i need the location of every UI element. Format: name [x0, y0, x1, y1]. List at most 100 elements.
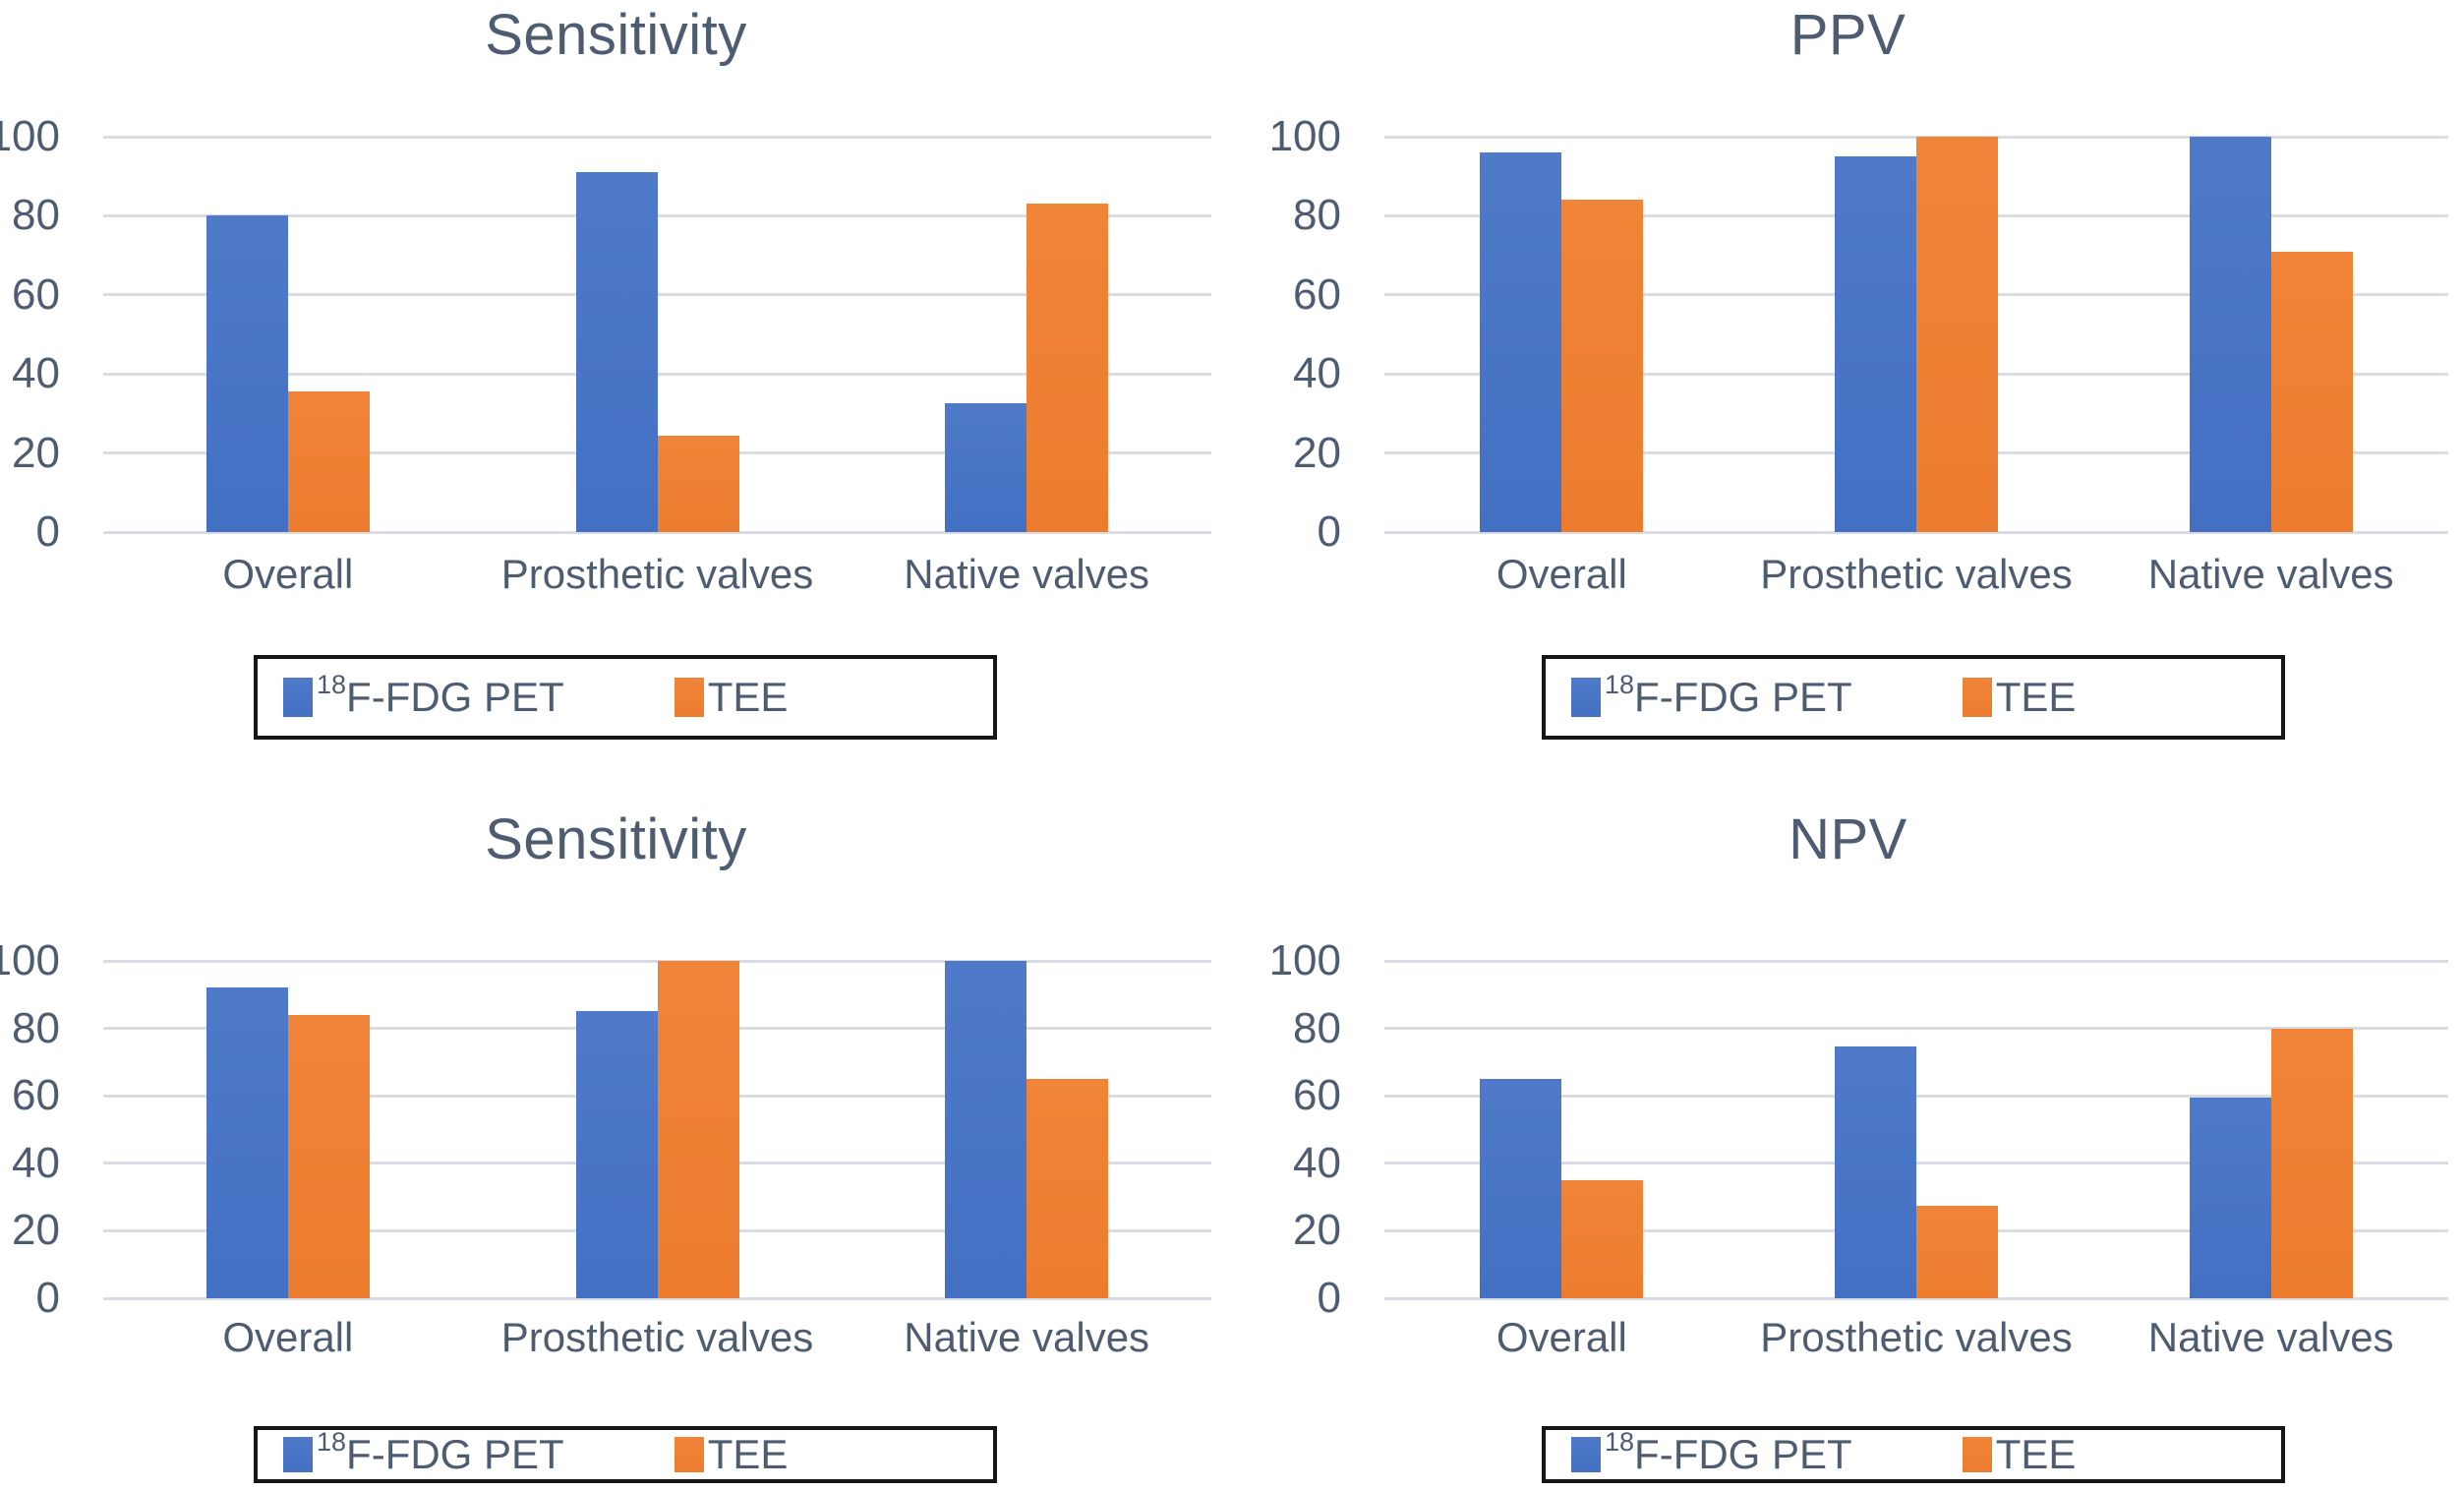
tee-swatch-icon [1962, 1437, 1992, 1472]
bar-group-overall [103, 961, 473, 1298]
legend-pet-label: F-FDG PET [1634, 674, 1852, 720]
bar-pet-overall [1480, 152, 1562, 532]
gridline-100 [1384, 959, 2448, 963]
gridline-80 [103, 213, 1211, 217]
bar-pet-native-valves [2189, 137, 2271, 532]
x-label-overall: Overall [222, 1314, 354, 1360]
legend-pet-label: F-FDG PET [1634, 1431, 1852, 1477]
bar-group-native-valves [2093, 961, 2448, 1298]
bar-groups [1384, 961, 2448, 1298]
y-tick-80: 80 [12, 1003, 60, 1052]
bar-pet-overall [205, 215, 288, 532]
bar-group-prosthetic-valves [473, 961, 843, 1298]
y-tick-100: 100 [0, 112, 60, 160]
legend-tee-label: TEE [1995, 674, 2077, 720]
gridline-80 [1384, 1027, 2448, 1031]
plot-area: 0 20 40 60 80 100 [1269, 115, 2448, 554]
legend-box: 18 F-FDG PET TEE [1542, 1426, 2285, 1483]
gridline-0 [103, 530, 1211, 534]
x-label-prosthetic-valves: Prosthetic valves [1760, 551, 2073, 597]
bar-tee-prosthetic-valves [1916, 1205, 1998, 1298]
bar-group-prosthetic-valves [1739, 137, 2094, 532]
y-tick-20: 20 [1293, 1206, 1341, 1255]
bar-group-overall [1384, 137, 1739, 532]
chart-npv-bottom-right: NPV 0 20 40 60 80 100 Overall Prosthetic valves N… [1232, 746, 2464, 1491]
y-tick-40: 40 [1293, 349, 1341, 398]
bar-tee-native-valves [1027, 1079, 1109, 1298]
bar-pet-overall [205, 987, 288, 1298]
legend-pet-superscript: 18 [317, 1426, 347, 1457]
gridline-100 [103, 135, 1211, 139]
bar-tee-prosthetic-valves [657, 435, 739, 532]
plot-area: 0 20 40 60 80 100 [0, 939, 1211, 1320]
gridline-0 [1384, 530, 2448, 534]
chart-sensitivity-bottom-left: Sensitivity 0 20 40 60 80 100 Overall Prosthetic… [0, 746, 1232, 1491]
bar-pet-prosthetic-valves [1835, 1046, 1916, 1298]
legend-item-pet: 18 F-FDG PET [283, 1426, 564, 1478]
tee-swatch-icon [674, 1437, 704, 1472]
bar-group-prosthetic-valves [473, 137, 843, 532]
y-tick-20: 20 [1293, 428, 1341, 477]
bar-group-native-valves [2093, 137, 2448, 532]
legend-item-tee: TEE [674, 674, 789, 721]
legend-pet-label: F-FDG PET [346, 1431, 564, 1477]
bar-group-overall [103, 137, 473, 532]
y-tick-20: 20 [12, 428, 60, 477]
x-axis-labels: Overall Prosthetic valves Native valves [103, 551, 1211, 598]
y-tick-20: 20 [12, 1206, 60, 1255]
bar-pet-native-valves [2189, 1097, 2271, 1298]
x-label-native-valves: Native valves [904, 551, 1150, 597]
bar-pet-prosthetic-valves [1835, 156, 1916, 532]
pet-swatch-icon [283, 678, 313, 717]
bar-group-native-valves [842, 137, 1211, 532]
y-tick-80: 80 [1293, 191, 1341, 240]
legend-item-tee: TEE [1962, 1431, 2076, 1478]
bar-tee-overall [287, 391, 370, 532]
legend-item-pet: 18 F-FDG PET [283, 669, 564, 721]
gridline-0 [1384, 1296, 2448, 1300]
bar-tee-native-valves [1027, 204, 1109, 532]
x-label-prosthetic-valves: Prosthetic valves [500, 551, 814, 597]
bar-groups [103, 137, 1211, 532]
y-tick-60: 60 [1293, 1071, 1341, 1120]
chart-title: PPV [1789, 3, 1907, 67]
legend-item-tee: TEE [1962, 674, 2077, 721]
legend-box: 18 F-FDG PET TEE [254, 1426, 997, 1483]
y-tick-60: 60 [1293, 269, 1341, 319]
legend-item-tee: TEE [674, 1431, 788, 1478]
y-tick-100: 100 [1268, 936, 1341, 984]
tee-swatch-icon [1962, 678, 1992, 717]
legend-pet-superscript: 18 [1605, 669, 1635, 699]
bar-pet-overall [1480, 1079, 1562, 1298]
x-axis-labels: Overall Prosthetic valves Native valves [103, 1314, 1211, 1361]
y-tick-60: 60 [12, 269, 60, 319]
pet-swatch-icon [1571, 1437, 1601, 1472]
x-label-prosthetic-valves: Prosthetic valves [500, 1314, 814, 1360]
gridline-60 [1384, 1094, 2448, 1098]
legend-tee-label: TEE [707, 674, 789, 720]
y-tick-40: 40 [1293, 1138, 1341, 1187]
y-tick-0: 0 [35, 1274, 60, 1322]
x-label-native-valves: Native valves [2147, 1314, 2394, 1360]
gridline-60 [103, 293, 1211, 297]
y-tick-40: 40 [12, 349, 60, 398]
y-tick-0: 0 [1317, 507, 1341, 556]
y-tick-0: 0 [35, 507, 60, 556]
bar-tee-overall [1561, 200, 1644, 532]
plot-area: 0 20 40 60 80 100 [0, 115, 1211, 554]
bar-tee-prosthetic-valves [1916, 137, 1998, 532]
bar-pet-native-valves [945, 961, 1027, 1298]
pet-swatch-icon [283, 1437, 313, 1472]
bar-tee-prosthetic-valves [657, 961, 739, 1298]
bar-tee-native-valves [2270, 251, 2353, 532]
legend-pet-superscript: 18 [1605, 1426, 1635, 1457]
gridline-40 [1384, 1162, 2448, 1165]
legend-pet-superscript: 18 [317, 669, 347, 699]
chart-title: Sensitivity [485, 807, 747, 871]
legend-item-pet: 18 F-FDG PET [1571, 669, 1852, 721]
x-label-native-valves: Native valves [904, 1314, 1150, 1360]
plot-area: 0 20 40 60 80 100 [1269, 939, 2448, 1320]
x-axis-labels: Overall Prosthetic valves Native valves [1384, 551, 2448, 598]
bar-group-overall [1384, 961, 1739, 1298]
